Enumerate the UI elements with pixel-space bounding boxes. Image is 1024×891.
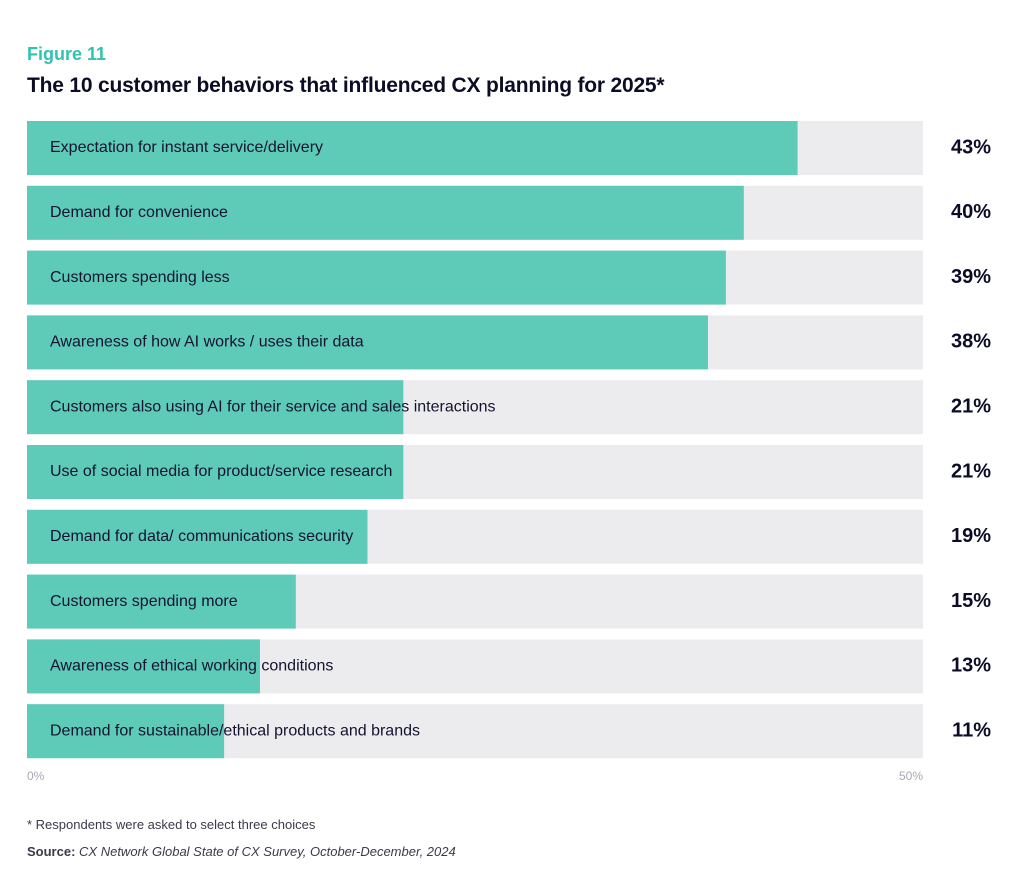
bar — [27, 509, 368, 564]
figure-label: Figure 11 — [27, 44, 107, 64]
data-label: 39% — [951, 266, 991, 288]
data-label: 13% — [951, 655, 991, 677]
source-label: Source: — [27, 844, 76, 859]
category-label: Customers spending less — [50, 269, 230, 286]
source-line: Source: CX Network Global State of CX Su… — [27, 844, 456, 859]
category-label: Customers spending more — [50, 593, 238, 610]
x-tick-label: 50% — [899, 769, 923, 783]
category-label: Customers also using AI for their servic… — [50, 398, 496, 415]
category-label: Demand for convenience — [50, 204, 228, 221]
category-label: Demand for data/ communications security — [50, 528, 353, 545]
bar — [27, 250, 726, 305]
data-label: 21% — [951, 395, 991, 417]
data-label: 38% — [951, 331, 991, 353]
bar-chart: Expectation for instant service/delivery… — [27, 121, 991, 783]
data-label: 43% — [951, 136, 991, 158]
bar — [27, 185, 744, 240]
bar — [27, 445, 404, 499]
bar — [27, 380, 404, 435]
bar — [27, 639, 260, 694]
source-text: CX Network Global State of CX Survey, Oc… — [79, 844, 456, 859]
category-label: Demand for sustainable/ethical products … — [50, 722, 420, 739]
category-label: Use of social media for product/service … — [50, 463, 392, 480]
data-label: 15% — [951, 590, 991, 612]
bar — [27, 121, 798, 175]
category-label: Expectation for instant service/delivery — [50, 139, 323, 156]
footnote: * Respondents were asked to select three… — [27, 817, 316, 832]
bar — [27, 315, 708, 370]
data-label: 11% — [952, 719, 991, 741]
bar — [27, 574, 296, 629]
category-label: Awareness of how AI works / uses their d… — [50, 334, 364, 351]
data-label: 21% — [951, 460, 991, 482]
category-label: Awareness of ethical working conditions — [50, 658, 333, 675]
data-label: 19% — [951, 525, 991, 547]
x-tick-label: 0% — [27, 769, 45, 783]
bar — [27, 704, 225, 759]
data-label: 40% — [951, 201, 991, 223]
chart-title: The 10 customer behaviors that influence… — [27, 74, 665, 97]
